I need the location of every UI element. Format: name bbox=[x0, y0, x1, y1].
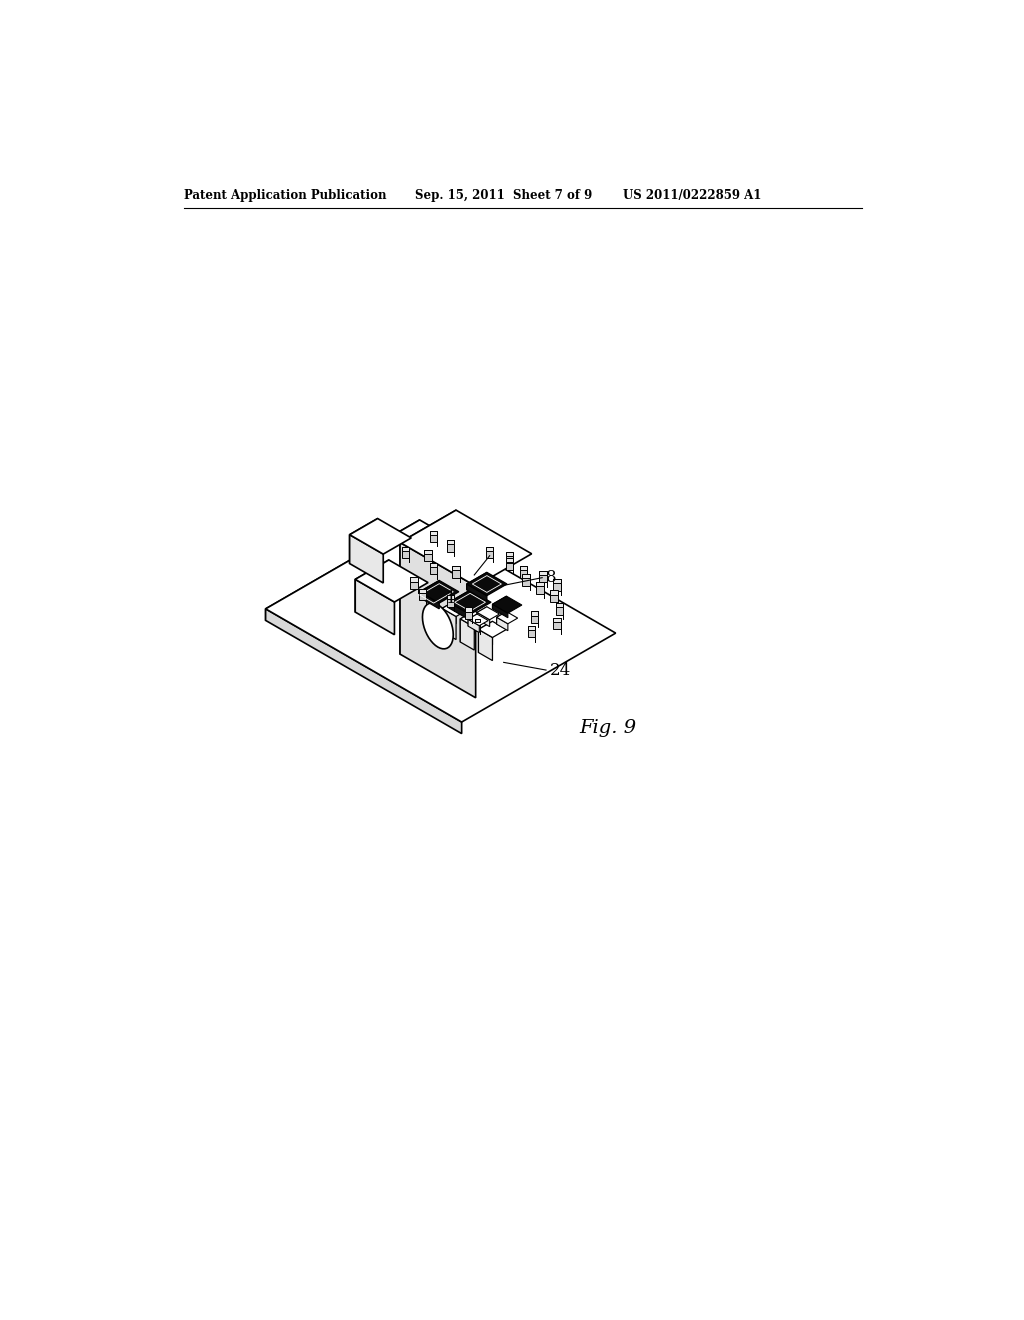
Polygon shape bbox=[349, 519, 378, 564]
Polygon shape bbox=[430, 562, 437, 568]
Polygon shape bbox=[553, 579, 560, 583]
Polygon shape bbox=[453, 566, 460, 578]
Polygon shape bbox=[430, 531, 437, 543]
Polygon shape bbox=[537, 582, 544, 594]
Text: 8: 8 bbox=[546, 569, 557, 586]
Polygon shape bbox=[519, 566, 527, 578]
Polygon shape bbox=[551, 590, 558, 602]
Polygon shape bbox=[453, 566, 460, 570]
Polygon shape bbox=[460, 619, 474, 649]
Polygon shape bbox=[540, 572, 547, 576]
Polygon shape bbox=[497, 611, 507, 624]
Polygon shape bbox=[477, 607, 500, 619]
Polygon shape bbox=[423, 603, 454, 649]
Polygon shape bbox=[265, 520, 420, 620]
Polygon shape bbox=[355, 560, 428, 602]
Polygon shape bbox=[467, 573, 486, 590]
Polygon shape bbox=[349, 535, 383, 583]
Polygon shape bbox=[468, 614, 488, 626]
Text: 24: 24 bbox=[550, 661, 571, 678]
Polygon shape bbox=[493, 597, 507, 609]
Polygon shape bbox=[420, 581, 459, 603]
Polygon shape bbox=[446, 595, 454, 607]
Polygon shape bbox=[450, 590, 492, 614]
Polygon shape bbox=[400, 510, 456, 655]
Polygon shape bbox=[442, 609, 456, 640]
Text: 1: 1 bbox=[445, 590, 457, 607]
Polygon shape bbox=[402, 546, 410, 550]
Polygon shape bbox=[537, 582, 544, 586]
Polygon shape bbox=[556, 603, 563, 607]
Polygon shape bbox=[442, 601, 470, 616]
Polygon shape bbox=[349, 519, 412, 554]
Polygon shape bbox=[400, 543, 476, 698]
Polygon shape bbox=[446, 540, 454, 552]
Polygon shape bbox=[460, 611, 488, 627]
Text: Fig. 9: Fig. 9 bbox=[580, 719, 637, 737]
Polygon shape bbox=[474, 619, 479, 622]
Polygon shape bbox=[528, 626, 536, 638]
Polygon shape bbox=[497, 618, 508, 631]
Polygon shape bbox=[402, 546, 410, 558]
Polygon shape bbox=[430, 531, 437, 535]
Polygon shape bbox=[420, 581, 439, 598]
Polygon shape bbox=[553, 579, 560, 590]
Polygon shape bbox=[497, 611, 518, 624]
Polygon shape bbox=[446, 595, 454, 599]
Polygon shape bbox=[478, 622, 493, 652]
Polygon shape bbox=[450, 590, 470, 609]
Polygon shape bbox=[411, 577, 418, 589]
Polygon shape bbox=[442, 601, 456, 631]
Polygon shape bbox=[400, 510, 531, 586]
Polygon shape bbox=[493, 605, 508, 618]
Polygon shape bbox=[540, 572, 547, 582]
Polygon shape bbox=[528, 626, 536, 630]
Polygon shape bbox=[474, 619, 479, 631]
Polygon shape bbox=[411, 577, 418, 582]
Polygon shape bbox=[506, 552, 513, 564]
Polygon shape bbox=[506, 558, 513, 569]
Polygon shape bbox=[486, 546, 494, 558]
Polygon shape bbox=[468, 619, 479, 632]
Text: US 2011/0222859 A1: US 2011/0222859 A1 bbox=[624, 189, 762, 202]
Polygon shape bbox=[355, 560, 389, 612]
Polygon shape bbox=[265, 520, 615, 722]
Polygon shape bbox=[530, 611, 539, 623]
Polygon shape bbox=[419, 589, 426, 593]
Polygon shape bbox=[493, 597, 522, 612]
Polygon shape bbox=[355, 579, 394, 635]
Polygon shape bbox=[477, 612, 489, 627]
Polygon shape bbox=[446, 540, 454, 544]
Polygon shape bbox=[424, 550, 432, 554]
Polygon shape bbox=[522, 574, 529, 578]
Polygon shape bbox=[467, 573, 507, 595]
Polygon shape bbox=[468, 614, 477, 626]
Polygon shape bbox=[465, 607, 472, 611]
Polygon shape bbox=[530, 611, 539, 615]
Polygon shape bbox=[506, 552, 513, 556]
Polygon shape bbox=[465, 607, 472, 619]
Text: Sep. 15, 2011  Sheet 7 of 9: Sep. 15, 2011 Sheet 7 of 9 bbox=[416, 189, 593, 202]
Polygon shape bbox=[553, 618, 560, 622]
Polygon shape bbox=[519, 566, 527, 570]
Polygon shape bbox=[486, 546, 494, 550]
Polygon shape bbox=[430, 562, 437, 574]
Polygon shape bbox=[477, 607, 486, 619]
Polygon shape bbox=[424, 550, 432, 561]
Polygon shape bbox=[450, 602, 470, 620]
Polygon shape bbox=[265, 609, 462, 734]
Polygon shape bbox=[460, 611, 474, 642]
Polygon shape bbox=[419, 589, 426, 601]
Polygon shape bbox=[522, 574, 529, 586]
Text: Patent Application Publication: Patent Application Publication bbox=[184, 189, 387, 202]
Polygon shape bbox=[553, 618, 560, 630]
Polygon shape bbox=[506, 558, 513, 562]
Polygon shape bbox=[420, 591, 439, 609]
Polygon shape bbox=[478, 630, 493, 660]
Polygon shape bbox=[478, 622, 507, 638]
Polygon shape bbox=[556, 603, 563, 615]
Polygon shape bbox=[467, 583, 486, 602]
Polygon shape bbox=[551, 590, 558, 594]
